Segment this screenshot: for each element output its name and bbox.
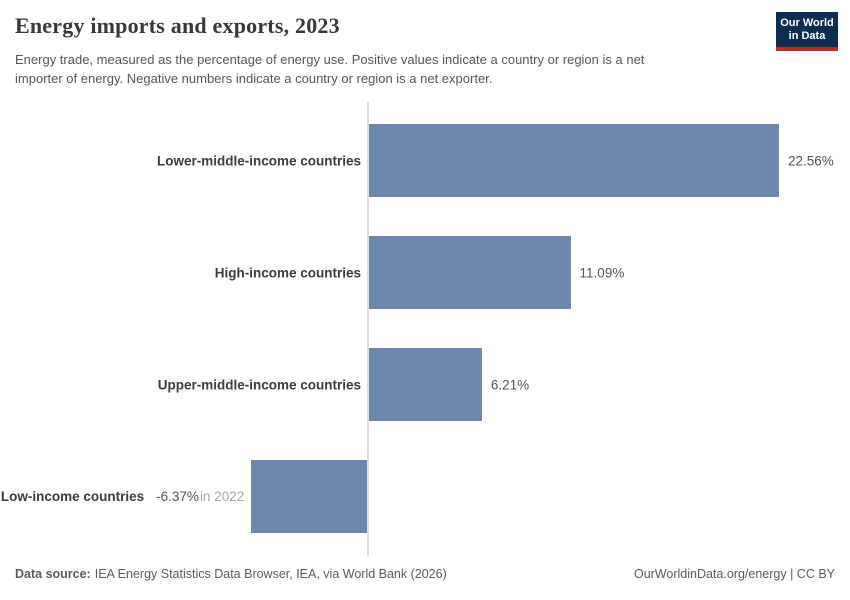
bar[interactable] xyxy=(369,124,779,197)
category-label: Low-income countries xyxy=(0,488,145,504)
owid-logo[interactable]: Our World in Data xyxy=(776,12,838,51)
value-label: 11.09% xyxy=(579,265,625,280)
data-source-text: IEA Energy Statistics Data Browser, IEA,… xyxy=(94,567,447,581)
data-source: Data source: IEA Energy Statistics Data B… xyxy=(15,567,447,581)
chart-title: Energy imports and exports, 2023 xyxy=(15,13,340,38)
chart-footer: Data source: IEA Energy Statistics Data B… xyxy=(0,567,850,581)
subtitle-line-1: Energy trade, measured as the percentage… xyxy=(15,52,645,67)
bar[interactable] xyxy=(369,236,571,309)
chart-subtitle: Energy trade, measured as the percentage… xyxy=(15,51,644,88)
data-source-label: Data source: xyxy=(15,567,91,581)
attribution: OurWorldinData.org/energy | CC BY xyxy=(634,567,835,581)
bar[interactable] xyxy=(369,348,482,421)
value-label: -6.37% xyxy=(156,488,199,504)
bar[interactable] xyxy=(251,460,367,533)
value-label: 6.21% xyxy=(490,377,530,392)
note-label: in 2022 xyxy=(199,488,245,504)
category-label: High-income countries xyxy=(214,265,361,280)
license-text: | CC BY xyxy=(786,567,835,581)
label-group: Low-income countries -6.37%in 2022 xyxy=(1,488,244,506)
value-label: 22.56% xyxy=(788,153,834,168)
owid-logo-line-2: in Data xyxy=(788,30,826,42)
subtitle-line-2: importer of energy. Negative numbers ind… xyxy=(15,70,493,86)
category-label: Upper-middle-income countries xyxy=(157,377,361,392)
owid-url-link[interactable]: OurWorldinData.org/energy xyxy=(633,567,787,581)
category-label: Lower-middle-income countries xyxy=(156,153,361,168)
owid-logo-line-1: Our World xyxy=(780,17,834,29)
zero-axis-line xyxy=(367,102,369,556)
